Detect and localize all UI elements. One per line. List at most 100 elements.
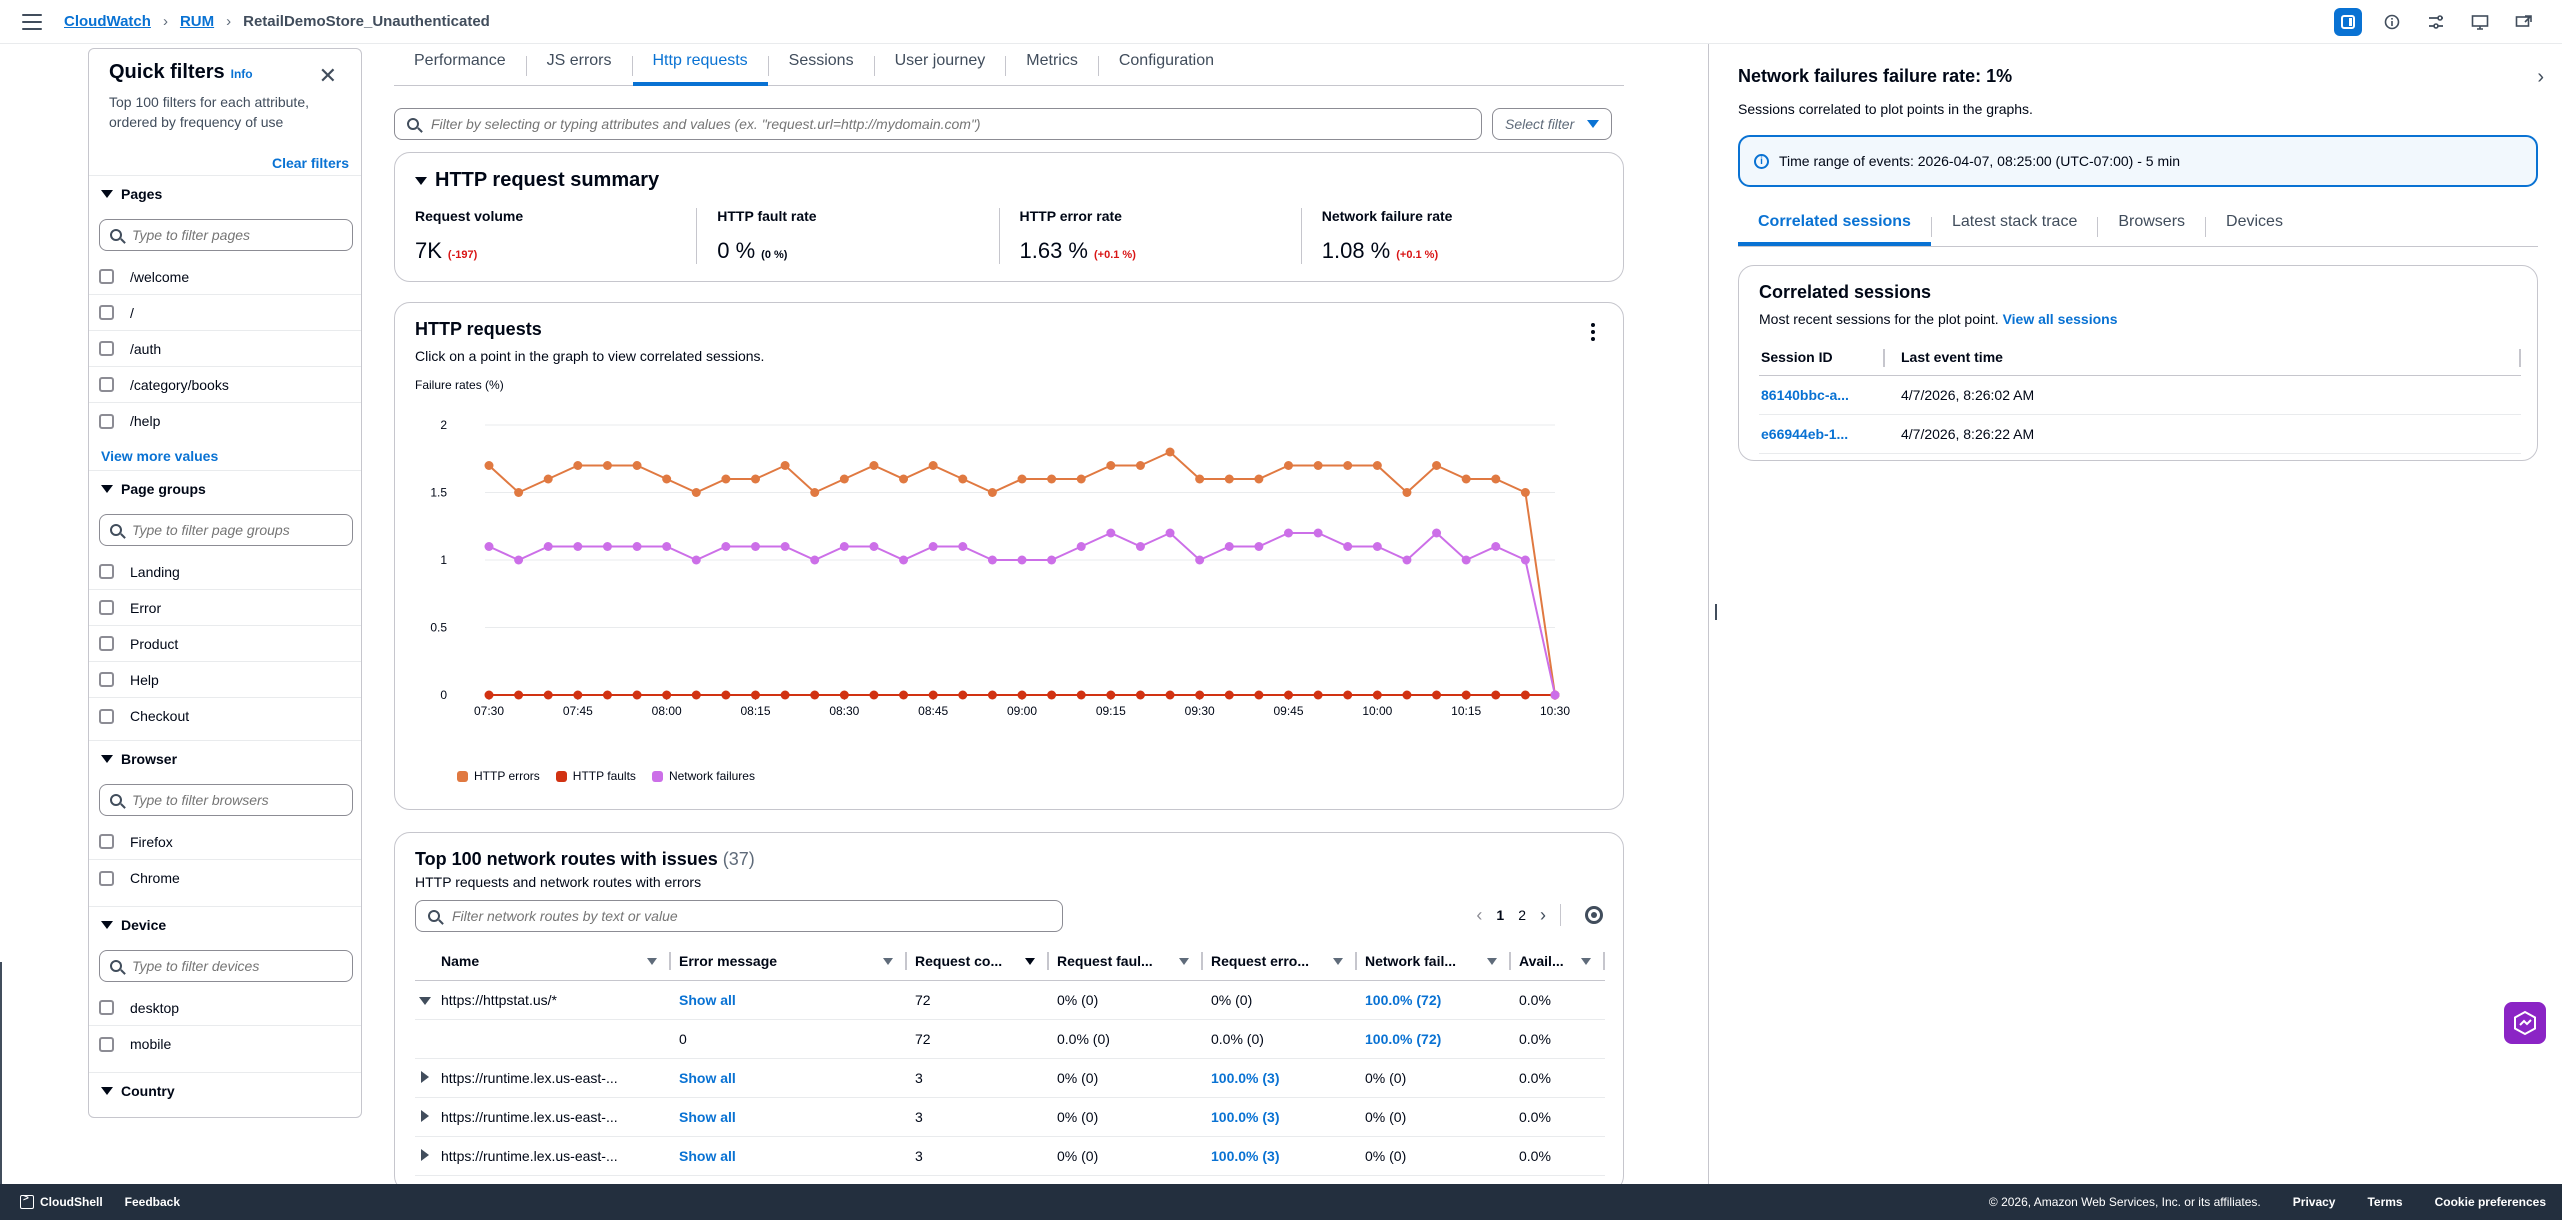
info-icon[interactable] <box>2378 8 2406 36</box>
filter-group-country[interactable]: Country <box>89 1072 361 1108</box>
data-point[interactable] <box>987 555 997 565</box>
breadcrumb-rum[interactable]: RUM <box>179 13 215 30</box>
data-point[interactable] <box>484 690 494 700</box>
page-1[interactable]: 1 <box>1496 907 1505 923</box>
chevron-left-icon[interactable]: ‹ <box>1476 904 1483 925</box>
data-point[interactable] <box>987 690 997 700</box>
data-point[interactable] <box>869 690 879 700</box>
tab-browsers[interactable]: Browsers <box>2118 213 2186 230</box>
data-point[interactable] <box>1076 690 1086 700</box>
split-panel-icon[interactable] <box>2334 8 2362 36</box>
line-chart[interactable]: 0 0.5 1 1.5 2 07:30 07:45 08:00 08:15 08:30 08:45 0… <box>395 403 1623 763</box>
property-filter-input[interactable] <box>431 116 1471 132</box>
data-point[interactable] <box>1165 690 1175 700</box>
column-header-availability[interactable]: Avail... <box>1511 942 1605 981</box>
checkbox[interactable] <box>99 305 114 320</box>
legend-item[interactable]: Network failures <box>651 769 755 783</box>
data-point[interactable] <box>810 488 820 497</box>
data-point[interactable] <box>573 690 583 700</box>
filter-group-page-groups[interactable]: Page groups <box>89 470 361 506</box>
routes-filter-field[interactable] <box>415 900 1063 932</box>
data-point[interactable] <box>1550 690 1560 700</box>
data-point[interactable] <box>1224 542 1234 551</box>
data-point[interactable] <box>1135 690 1145 700</box>
data-point[interactable] <box>958 542 968 551</box>
tab-latest-stack-trace[interactable]: Latest stack trace <box>1951 213 2078 230</box>
data-point[interactable] <box>1343 542 1353 551</box>
data-point[interactable] <box>1313 528 1323 538</box>
data-point[interactable] <box>602 690 612 700</box>
data-point[interactable] <box>780 461 790 470</box>
cookie-preferences-link[interactable]: Cookie preferences <box>2434 1195 2546 1209</box>
data-point[interactable] <box>1372 690 1382 700</box>
data-point[interactable] <box>1135 461 1145 470</box>
collapse-row-icon[interactable] <box>419 996 431 1005</box>
data-point[interactable] <box>691 555 701 565</box>
data-point[interactable] <box>958 690 968 700</box>
data-point[interactable] <box>899 474 909 484</box>
filter-item[interactable]: Landing <box>89 554 361 590</box>
show-all-link[interactable]: Show all <box>671 1136 907 1176</box>
data-point[interactable] <box>987 488 997 497</box>
share-icon[interactable] <box>2510 8 2538 36</box>
data-point[interactable] <box>1076 542 1086 551</box>
data-point[interactable] <box>514 690 524 700</box>
assistant-icon[interactable] <box>2504 1002 2546 1044</box>
data-point[interactable] <box>751 542 760 551</box>
data-point[interactable] <box>573 542 583 551</box>
data-point[interactable] <box>1284 690 1293 700</box>
data-point[interactable] <box>1254 542 1264 551</box>
checkbox[interactable] <box>99 672 114 687</box>
data-point[interactable] <box>1461 555 1471 565</box>
data-point[interactable] <box>958 474 968 484</box>
data-point[interactable] <box>1076 474 1086 484</box>
data-point[interactable] <box>751 690 760 700</box>
device-filter-input[interactable] <box>132 958 332 974</box>
tab-sessions[interactable]: Sessions <box>788 52 854 69</box>
checkbox[interactable] <box>99 870 114 886</box>
filter-item[interactable]: /auth <box>89 331 361 367</box>
summary-header[interactable]: HTTP request summary <box>395 153 1623 208</box>
data-point[interactable] <box>1047 690 1057 700</box>
data-point[interactable] <box>1491 474 1501 484</box>
data-point[interactable] <box>543 542 553 551</box>
filter-item[interactable]: Chrome <box>89 860 361 896</box>
data-point[interactable] <box>928 690 938 700</box>
data-point[interactable] <box>928 461 938 470</box>
column-header-request-errors[interactable]: Request erro... <box>1203 942 1357 981</box>
checkbox[interactable] <box>99 708 114 724</box>
tab-js-errors[interactable]: JS errors <box>546 52 612 69</box>
filter-item[interactable]: mobile <box>89 1026 361 1062</box>
data-point[interactable] <box>751 474 760 484</box>
more-actions-icon[interactable] <box>1591 323 1595 341</box>
legend-item[interactable]: HTTP errors <box>457 769 540 783</box>
filter-item[interactable]: Firefox <box>89 824 361 860</box>
data-point[interactable] <box>899 690 909 700</box>
filter-item[interactable]: /welcome <box>89 259 361 295</box>
chevron-right-icon[interactable]: › <box>2537 66 2544 88</box>
presentation-icon[interactable] <box>2466 8 2494 36</box>
page-groups-filter-field[interactable] <box>99 514 353 546</box>
data-point[interactable] <box>810 555 820 565</box>
data-point[interactable] <box>1343 690 1353 700</box>
column-header-network-failures[interactable]: Network fail... <box>1357 942 1511 981</box>
filter-item[interactable]: desktop <box>89 990 361 1026</box>
data-point[interactable] <box>1017 555 1027 565</box>
column-header-name[interactable]: Name <box>433 942 671 981</box>
network-failures-link[interactable]: 100.0% (72) <box>1357 980 1511 1020</box>
close-icon[interactable]: ✕ <box>318 63 337 88</box>
data-point[interactable] <box>602 461 612 470</box>
gear-icon[interactable] <box>1585 906 1603 924</box>
pages-filter-field[interactable] <box>99 219 353 251</box>
filter-item[interactable]: Product <box>89 626 361 662</box>
data-point[interactable] <box>1313 461 1323 470</box>
clear-filters-button[interactable]: Clear filters <box>271 155 349 171</box>
request-errors-link[interactable]: 100.0% (3) <box>1203 1097 1357 1137</box>
filter-item[interactable]: / <box>89 295 361 331</box>
data-point[interactable] <box>1491 542 1501 551</box>
checkbox[interactable] <box>99 377 114 392</box>
data-point[interactable] <box>632 542 642 551</box>
data-point[interactable] <box>721 542 731 551</box>
data-point[interactable] <box>1224 474 1234 484</box>
data-point[interactable] <box>1343 461 1353 470</box>
